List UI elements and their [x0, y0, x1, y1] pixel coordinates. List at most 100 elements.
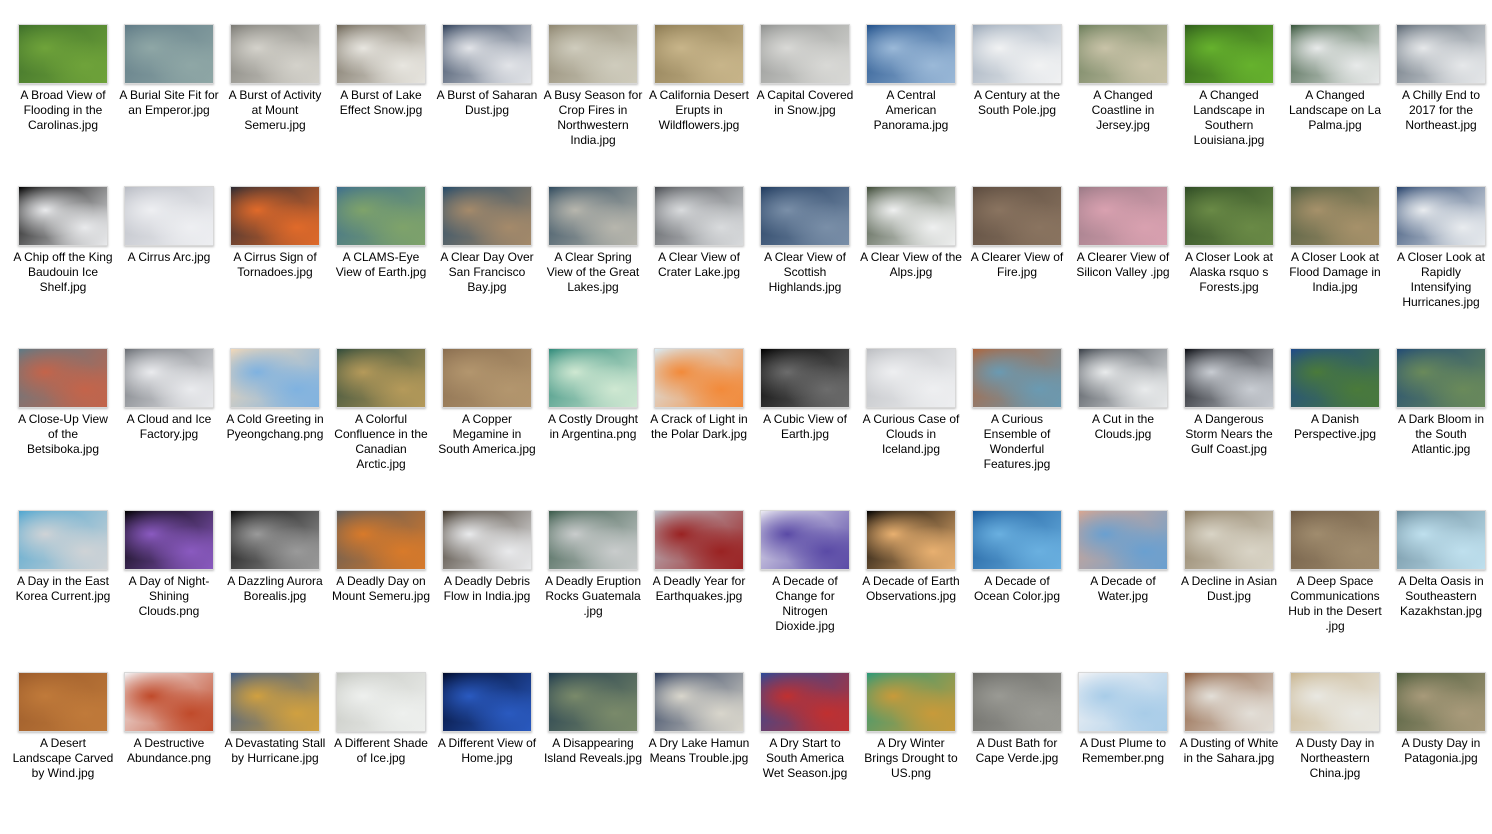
file-item[interactable]: A Decline in Asian Dust.jpg — [1178, 510, 1284, 672]
file-thumbnail[interactable] — [548, 510, 638, 570]
file-item[interactable]: A Cubic View of Earth.jpg — [754, 348, 860, 510]
file-item[interactable]: A Dry Winter Brings Drought to US.png — [860, 672, 966, 834]
file-thumbnail[interactable] — [336, 510, 426, 570]
file-item[interactable]: A Clearer View of Fire.jpg — [966, 186, 1072, 348]
file-thumbnail[interactable] — [1184, 186, 1274, 246]
file-thumbnail[interactable] — [1184, 348, 1274, 408]
file-item[interactable]: A Cut in the Clouds.jpg — [1072, 348, 1178, 510]
file-thumbnail[interactable] — [972, 348, 1062, 408]
file-thumbnail[interactable] — [1078, 510, 1168, 570]
file-thumbnail[interactable] — [760, 348, 850, 408]
file-item[interactable]: A Closer Look at Alaska rsquo s Forests.… — [1178, 186, 1284, 348]
file-item[interactable]: A Dust Plume to Remember.png — [1072, 672, 1178, 834]
file-thumbnail[interactable] — [336, 348, 426, 408]
file-thumbnail[interactable] — [336, 24, 426, 84]
file-item[interactable]: A Different Shade of Ice.jpg — [330, 672, 436, 834]
file-thumbnail[interactable] — [972, 24, 1062, 84]
file-thumbnail[interactable] — [230, 510, 320, 570]
file-item[interactable]: A Curious Case of Clouds in Iceland.jpg — [860, 348, 966, 510]
file-item[interactable]: A Deep Space Communications Hub in the D… — [1284, 510, 1390, 672]
file-item[interactable]: A Day in the East Korea Current.jpg — [12, 510, 118, 672]
file-thumbnail[interactable] — [124, 672, 214, 732]
file-thumbnail[interactable] — [548, 186, 638, 246]
file-item[interactable]: A Cloud and Ice Factory.jpg — [118, 348, 224, 510]
file-thumbnail[interactable] — [866, 24, 956, 84]
file-item[interactable]: A Closer Look at Rapidly Intensifying Hu… — [1390, 186, 1492, 348]
file-thumbnail[interactable] — [336, 186, 426, 246]
file-thumbnail[interactable] — [972, 672, 1062, 732]
file-thumbnail[interactable] — [654, 510, 744, 570]
file-item[interactable]: A Clearer View of Silicon Valley .jpg — [1072, 186, 1178, 348]
file-item[interactable]: A Cold Greeting in Pyeongchang.png — [224, 348, 330, 510]
file-thumbnail[interactable] — [866, 510, 956, 570]
file-thumbnail[interactable] — [1184, 24, 1274, 84]
file-item[interactable]: A Close-Up View of the Betsiboka.jpg — [12, 348, 118, 510]
file-thumbnail[interactable] — [548, 348, 638, 408]
file-item[interactable]: A Destructive Abundance.png — [118, 672, 224, 834]
file-thumbnail[interactable] — [1078, 186, 1168, 246]
file-item[interactable]: A Dangerous Storm Nears the Gulf Coast.j… — [1178, 348, 1284, 510]
file-thumbnail[interactable] — [1396, 186, 1486, 246]
file-thumbnail[interactable] — [1396, 348, 1486, 408]
file-item[interactable]: A Deadly Eruption Rocks Guatemala .jpg — [542, 510, 648, 672]
file-item[interactable]: A Burst of Lake Effect Snow.jpg — [330, 24, 436, 186]
file-thumbnail[interactable] — [18, 510, 108, 570]
file-item[interactable]: A Dazzling Aurora Borealis.jpg — [224, 510, 330, 672]
file-item[interactable]: A Cirrus Arc.jpg — [118, 186, 224, 348]
file-item[interactable]: A Clear View of Crater Lake.jpg — [648, 186, 754, 348]
file-item[interactable]: A Century at the South Pole.jpg — [966, 24, 1072, 186]
file-item[interactable]: A Burial Site Fit for an Emperor.jpg — [118, 24, 224, 186]
file-item[interactable]: A Burst of Activity at Mount Semeru.jpg — [224, 24, 330, 186]
file-thumbnail[interactable] — [18, 24, 108, 84]
file-thumbnail[interactable] — [654, 672, 744, 732]
file-item[interactable]: A Decade of Change for Nitrogen Dioxide.… — [754, 510, 860, 672]
file-item[interactable]: A Dry Lake Hamun Means Trouble.jpg — [648, 672, 754, 834]
file-thumbnail[interactable] — [866, 186, 956, 246]
file-item[interactable]: A Decade of Ocean Color.jpg — [966, 510, 1072, 672]
file-item[interactable]: A Cirrus Sign of Tornadoes.jpg — [224, 186, 330, 348]
file-item[interactable]: A Devastating Stall by Hurricane.jpg — [224, 672, 330, 834]
file-thumbnail[interactable] — [442, 510, 532, 570]
file-item[interactable]: A Capital Covered in Snow.jpg — [754, 24, 860, 186]
file-item[interactable]: A Deadly Year for Earthquakes.jpg — [648, 510, 754, 672]
file-thumbnail[interactable] — [1078, 348, 1168, 408]
file-thumbnail[interactable] — [230, 672, 320, 732]
file-item[interactable]: A Burst of Saharan Dust.jpg — [436, 24, 542, 186]
file-thumbnail[interactable] — [1396, 24, 1486, 84]
file-thumbnail[interactable] — [972, 186, 1062, 246]
file-item[interactable]: A Costly Drought in Argentina.png — [542, 348, 648, 510]
file-thumbnail[interactable] — [230, 24, 320, 84]
file-item[interactable]: A Central American Panorama.jpg — [860, 24, 966, 186]
file-item[interactable]: A Clear Spring View of the Great Lakes.j… — [542, 186, 648, 348]
file-thumbnail[interactable] — [760, 672, 850, 732]
file-thumbnail[interactable] — [1078, 672, 1168, 732]
file-item[interactable]: A Different View of Home.jpg — [436, 672, 542, 834]
file-item[interactable]: A Copper Megamine in South America.jpg — [436, 348, 542, 510]
file-thumbnail[interactable] — [1078, 24, 1168, 84]
file-thumbnail[interactable] — [760, 24, 850, 84]
file-thumbnail[interactable] — [1290, 24, 1380, 84]
file-item[interactable]: A Clear View of the Alps.jpg — [860, 186, 966, 348]
file-item[interactable]: A Danish Perspective.jpg — [1284, 348, 1390, 510]
file-item[interactable]: A Changed Coastline in Jersey.jpg — [1072, 24, 1178, 186]
file-thumbnail[interactable] — [866, 672, 956, 732]
file-item[interactable]: A Curious Ensemble of Wonderful Features… — [966, 348, 1072, 510]
file-item[interactable]: A California Desert Erupts in Wildflower… — [648, 24, 754, 186]
file-item[interactable]: A Dusty Day in Northeastern China.jpg — [1284, 672, 1390, 834]
file-item[interactable]: A Busy Season for Crop Fires in Northwes… — [542, 24, 648, 186]
file-thumbnail[interactable] — [442, 186, 532, 246]
file-thumbnail[interactable] — [1396, 510, 1486, 570]
file-item[interactable]: A Desert Landscape Carved by Wind.jpg — [12, 672, 118, 834]
file-item[interactable]: A Decade of Earth Observations.jpg — [860, 510, 966, 672]
file-item[interactable]: A Chilly End to 2017 for the Northeast.j… — [1390, 24, 1492, 186]
file-item[interactable]: A Chip off the King Baudouin Ice Shelf.j… — [12, 186, 118, 348]
file-item[interactable]: A Dusting of White in the Sahara.jpg — [1178, 672, 1284, 834]
file-item[interactable]: A Delta Oasis in Southeastern Kazakhstan… — [1390, 510, 1492, 672]
file-thumbnail[interactable] — [866, 348, 956, 408]
file-item[interactable]: A Closer Look at Flood Damage in India.j… — [1284, 186, 1390, 348]
file-thumbnail[interactable] — [1184, 672, 1274, 732]
file-item[interactable]: A Colorful Confluence in the Canadian Ar… — [330, 348, 436, 510]
file-thumbnail[interactable] — [18, 186, 108, 246]
file-thumbnail[interactable] — [442, 24, 532, 84]
file-item[interactable]: A Dusty Day in Patagonia.jpg — [1390, 672, 1492, 834]
